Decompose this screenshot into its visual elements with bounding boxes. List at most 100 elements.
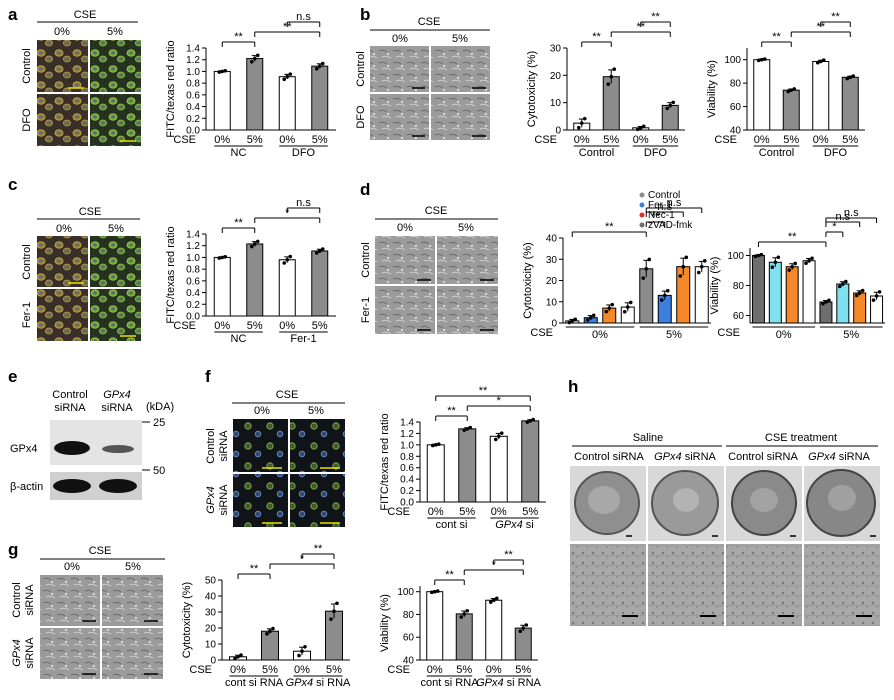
data-point — [465, 427, 470, 431]
group-label: DFO — [292, 147, 316, 159]
bar — [426, 444, 445, 503]
cse-header: CSE — [89, 545, 112, 557]
row-label: siRNA — [24, 584, 36, 616]
bar — [489, 435, 508, 503]
y-tick-label: 40 — [205, 592, 217, 603]
data-point — [702, 259, 707, 263]
row-label: Control — [355, 51, 367, 86]
sig-label: * — [832, 221, 837, 233]
x-tick-label: 0% — [486, 664, 502, 676]
bar — [602, 76, 620, 131]
row-label: siRNA — [218, 430, 230, 462]
data-point — [844, 279, 848, 284]
data-point — [531, 417, 536, 422]
data-point — [789, 88, 794, 92]
bar — [246, 58, 264, 131]
sig-label: ** — [445, 569, 454, 581]
micrograph — [290, 474, 345, 527]
data-point — [285, 74, 290, 79]
x-tick-label: 0% — [214, 320, 230, 332]
bar — [785, 266, 799, 324]
data-point — [252, 242, 257, 246]
cse-row-label: CSE — [173, 320, 196, 332]
data-point — [807, 258, 811, 263]
data-point — [871, 298, 876, 302]
data-point — [488, 600, 493, 604]
data-point — [317, 249, 322, 253]
bar — [246, 243, 264, 317]
cse-row-label: CSE — [534, 134, 557, 146]
data-point — [521, 626, 526, 630]
data-point — [857, 291, 862, 295]
cse-row-label: CSE — [189, 664, 212, 676]
actin-band — [99, 479, 137, 493]
column-label: GPx4 siRNA — [654, 451, 716, 463]
micrograph — [90, 236, 141, 287]
data-point — [591, 313, 596, 318]
data-point — [810, 256, 814, 261]
data-point — [528, 419, 533, 423]
data-point — [671, 100, 676, 105]
data-point — [314, 66, 319, 71]
data-point — [282, 261, 287, 265]
data-point — [297, 653, 301, 658]
data-point — [638, 126, 643, 130]
micrograph — [375, 286, 435, 334]
group-label: 0% — [776, 329, 792, 341]
y-tick-label: 0.2 — [186, 114, 200, 125]
data-point — [821, 301, 825, 306]
data-point — [217, 256, 222, 260]
cse-row-label: CSE — [717, 327, 740, 339]
data-point — [668, 103, 673, 108]
group-label: GPx4 si — [495, 519, 534, 531]
bar — [426, 591, 444, 661]
bar — [485, 599, 503, 661]
row-label: siRNA — [24, 637, 36, 669]
data-point — [459, 615, 464, 619]
data-point — [793, 261, 797, 266]
y-tick-label: 1.0 — [186, 253, 200, 264]
cse-row-label: CSE — [387, 664, 410, 676]
group-header: CSE treatment — [765, 432, 837, 444]
data-point — [635, 127, 640, 132]
sig-label: n.s — [296, 197, 311, 209]
y-tick-label: 1.0 — [400, 440, 414, 451]
panel-label-h: h — [568, 377, 578, 396]
y-tick-label: 40 — [403, 656, 415, 667]
data-point — [877, 290, 882, 294]
data-point — [239, 653, 243, 657]
data-point — [573, 317, 578, 322]
legend-label: Nec-1 — [648, 210, 675, 221]
data-point — [236, 655, 240, 659]
micrograph — [37, 289, 88, 341]
x-tick-label: 0% — [230, 664, 246, 676]
data-point — [436, 442, 441, 447]
y-tick-label: 100 — [727, 251, 744, 262]
bar — [768, 261, 782, 324]
data-point — [606, 82, 611, 87]
micrograph — [437, 236, 498, 284]
group-label: cont si RNA — [420, 677, 479, 689]
lane-label: siRNA — [101, 402, 133, 414]
data-point — [268, 629, 272, 633]
x-tick-label: 0% — [633, 134, 649, 146]
bar — [311, 65, 329, 131]
micrograph — [37, 94, 88, 146]
column-label: Control siRNA — [574, 451, 644, 463]
group-label: DFO — [824, 147, 848, 159]
data-point — [641, 124, 646, 129]
y-axis-label: Viability (%) — [379, 594, 391, 652]
group-label: DFO — [644, 147, 668, 159]
bar — [261, 630, 279, 661]
y-tick-label: 0 — [551, 319, 557, 330]
data-point — [288, 72, 293, 76]
x-tick-label: 5% — [262, 664, 278, 676]
y-tick-label: 1.2 — [400, 429, 414, 440]
data-point — [684, 255, 689, 260]
data-point — [335, 601, 339, 606]
col-label: 0% — [64, 561, 80, 573]
